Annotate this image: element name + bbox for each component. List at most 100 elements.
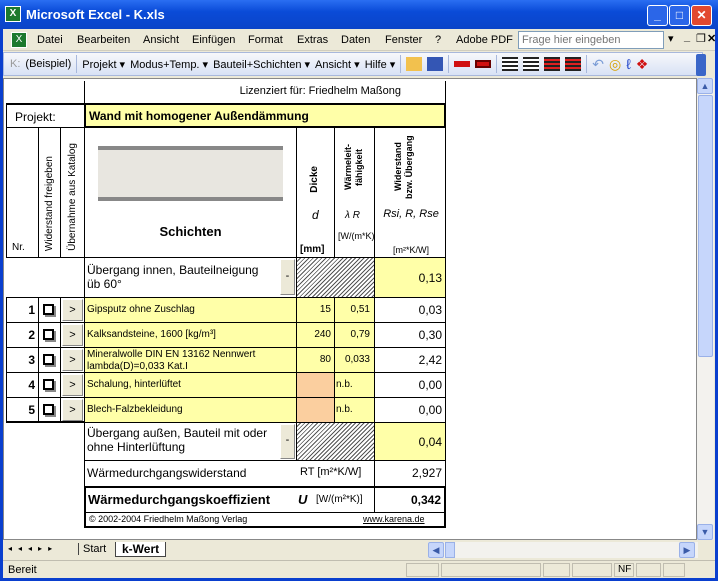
rt-label: Wärmedurchgangswiderstand RT [m²*K/W] bbox=[84, 460, 375, 487]
insert-layer-below-icon[interactable] bbox=[502, 57, 519, 71]
move-layer-icon[interactable] bbox=[565, 57, 582, 71]
vertical-scrollbar[interactable]: ▲ ▼ bbox=[697, 78, 714, 540]
custom-toolbar: K: (Beispiel) Projekt ▾ Modus+Temp. ▾ Ba… bbox=[3, 52, 703, 76]
status-panel bbox=[663, 563, 685, 577]
catalog-button[interactable]: > bbox=[62, 349, 83, 371]
scroll-up-button[interactable]: ▲ bbox=[697, 78, 713, 94]
widerstand-checkbox[interactable] bbox=[43, 329, 54, 340]
horizontal-scrollbar[interactable]: ◀ ▶ bbox=[428, 542, 698, 558]
close-button[interactable]: ✕ bbox=[691, 5, 712, 26]
project-name[interactable]: Wand mit homogener Außendämmung bbox=[84, 103, 446, 128]
help-dropdown-icon[interactable]: ▾ bbox=[668, 33, 674, 45]
scroll-left-button[interactable]: ◀ bbox=[428, 542, 444, 558]
license-cell: Lizenziert für: Friedhelm Maßong bbox=[84, 81, 446, 104]
row-checkbox-cell bbox=[38, 297, 61, 323]
status-panel bbox=[636, 563, 661, 577]
toolbar-projekt[interactable]: Projekt ▾ bbox=[82, 58, 126, 71]
tab-start[interactable]: Start bbox=[78, 543, 110, 555]
undo-icon[interactable]: ↶ bbox=[592, 55, 605, 72]
rt-value: 2,927 bbox=[374, 460, 446, 487]
menu-adobe-pdf[interactable]: Adobe PDF bbox=[456, 34, 513, 46]
vertical-scroll-thumb[interactable] bbox=[698, 95, 713, 357]
layer-name[interactable]: Schalung, hinterlüftet bbox=[84, 372, 297, 398]
catalog-button[interactable]: > bbox=[62, 299, 83, 321]
row-checkbox-cell bbox=[38, 397, 61, 423]
layer-thickness[interactable] bbox=[296, 372, 335, 398]
doc-close-icon[interactable]: ✕ bbox=[707, 33, 717, 45]
inner-transition-label: Übergang innen, Bauteilneigung üb 60° bbox=[84, 257, 297, 298]
toolbar-options-icon[interactable] bbox=[696, 54, 706, 76]
menu-einfuegen[interactable]: Einfügen bbox=[192, 34, 236, 46]
menu-help[interactable]: ? bbox=[435, 34, 442, 46]
layer-thickness[interactable] bbox=[296, 397, 335, 423]
menu-extras[interactable]: Extras bbox=[297, 34, 329, 46]
menu-datei[interactable]: Datei bbox=[37, 34, 63, 46]
scroll-down-button[interactable]: ▼ bbox=[697, 524, 713, 540]
layer-bar-icon[interactable] bbox=[454, 61, 471, 67]
toolbar-separator bbox=[400, 55, 402, 73]
layer-name[interactable]: Blech-Falzbekleidung bbox=[84, 397, 297, 423]
inner-transition-button[interactable]: - bbox=[280, 259, 295, 295]
karena-link[interactable]: www.karena.de bbox=[363, 514, 425, 524]
layer-thickness[interactable]: 240 bbox=[296, 322, 335, 348]
outer-transition-button[interactable]: - bbox=[280, 424, 295, 459]
catalog-button[interactable]: > bbox=[62, 399, 83, 421]
insert-layer-above-icon[interactable] bbox=[523, 57, 540, 71]
header-uebernahme: Übernahme aus Katalog bbox=[60, 127, 85, 258]
toolbar-hilfe[interactable]: Hilfe ▾ bbox=[364, 58, 396, 71]
layer-name[interactable]: Mineralwolle DIN EN 13162 Nennwert lambd… bbox=[84, 347, 297, 373]
horizontal-scroll-thumb[interactable] bbox=[445, 542, 455, 558]
header-r-unit: [m²*K/W] bbox=[393, 245, 429, 255]
menu-bearbeiten[interactable]: Bearbeiten bbox=[77, 34, 131, 46]
doc-minimize-icon[interactable]: _ bbox=[684, 31, 691, 43]
menu-daten[interactable]: Daten bbox=[341, 34, 371, 46]
catalog-button[interactable]: > bbox=[62, 374, 83, 396]
maximize-button[interactable]: □ bbox=[669, 5, 690, 26]
menu-ansicht[interactable]: Ansicht bbox=[143, 34, 180, 46]
outer-r-value: 0,04 bbox=[374, 422, 446, 461]
wall-layers-illustration bbox=[98, 146, 283, 201]
toolbar-modus[interactable]: Modus+Temp. ▾ bbox=[130, 58, 209, 71]
worksheet: Lizenziert für: Friedhelm Maßong Projekt… bbox=[3, 78, 697, 540]
footprints-icon[interactable]: ❖ bbox=[635, 55, 649, 72]
scroll-right-button[interactable]: ▶ bbox=[679, 542, 695, 558]
header-nr: Nr. bbox=[6, 127, 39, 258]
help-search-input[interactable] bbox=[518, 31, 664, 49]
toolbar-ansicht[interactable]: Ansicht ▾ bbox=[315, 58, 360, 71]
layer-thickness[interactable]: 80 bbox=[296, 347, 335, 373]
row-arrow-cell: > bbox=[60, 372, 85, 398]
layer-r: 2,42 bbox=[374, 347, 446, 373]
toolbar-bauteil[interactable]: Bauteil+Schichten ▾ bbox=[213, 58, 311, 71]
menu-fenster[interactable]: Fenster bbox=[385, 34, 423, 46]
widerstand-checkbox[interactable] bbox=[43, 404, 54, 415]
row-nr: 5 bbox=[6, 397, 39, 423]
delete-layer-icon[interactable] bbox=[544, 57, 561, 71]
target-icon[interactable]: ◎ bbox=[609, 55, 622, 72]
widerstand-checkbox[interactable] bbox=[43, 354, 54, 365]
catalog-button[interactable]: > bbox=[62, 324, 83, 346]
layer-thickness[interactable]: 15 bbox=[296, 297, 335, 323]
header-dicke-symbol: d bbox=[312, 208, 319, 222]
status-text: Bereit bbox=[8, 564, 37, 576]
header-lambda-unit: [W/(m*K)] bbox=[338, 231, 375, 241]
widerstand-checkbox[interactable] bbox=[43, 304, 54, 315]
row-nr: 4 bbox=[6, 372, 39, 398]
save-icon[interactable] bbox=[427, 57, 444, 71]
widerstand-checkbox[interactable] bbox=[43, 379, 54, 390]
status-bar: Bereit NF bbox=[3, 560, 715, 578]
workbook-icon[interactable]: X bbox=[11, 32, 27, 48]
rt-label-text: Wärmedurchgangswiderstand bbox=[87, 466, 247, 480]
doc-restore-icon[interactable]: ❐ bbox=[696, 33, 706, 45]
layer-name[interactable]: Gipsputz ohne Zuschlag bbox=[84, 297, 297, 323]
menu-format[interactable]: Format bbox=[248, 34, 283, 46]
toolbar-separator bbox=[496, 55, 498, 73]
layer-box-icon[interactable] bbox=[475, 60, 492, 68]
layer-lambda: 0,51 bbox=[334, 297, 375, 323]
tab-k-wert[interactable]: k-Wert bbox=[115, 542, 167, 557]
minimize-button[interactable]: _ bbox=[647, 5, 668, 26]
open-folder-icon[interactable] bbox=[406, 57, 423, 71]
tool-icon[interactable]: ℓ bbox=[626, 56, 631, 72]
toolbar-beispiel[interactable]: (Beispiel) bbox=[25, 58, 72, 70]
tab-navigation-arrows[interactable]: ◂◂◂▸▸ bbox=[8, 544, 59, 553]
layer-name[interactable]: Kalksandsteine, 1600 [kg/m³] bbox=[84, 322, 297, 348]
